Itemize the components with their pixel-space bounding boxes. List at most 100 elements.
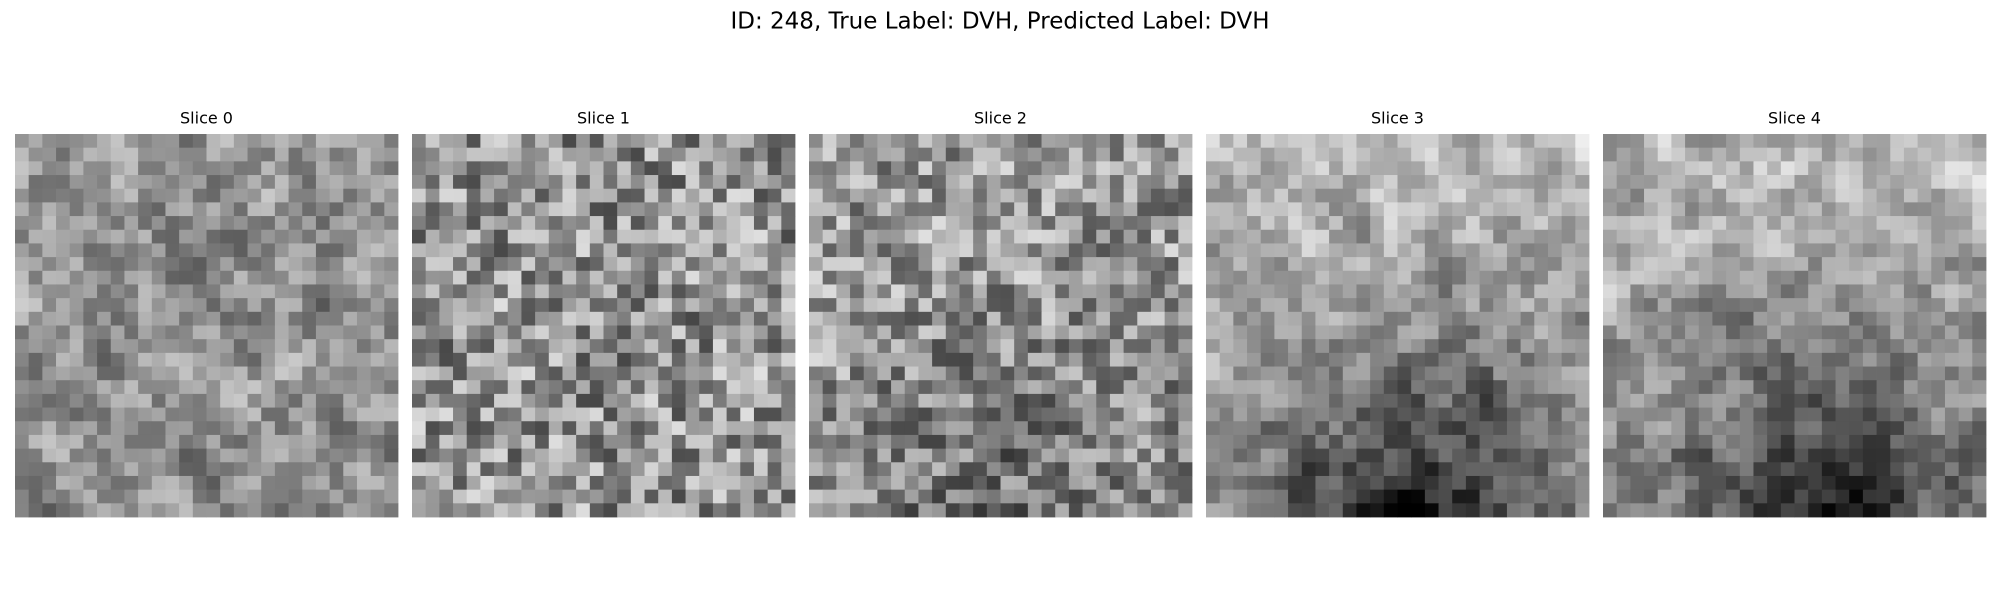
pixel [1944,339,1960,354]
pixel [1301,188,1316,203]
pixel [781,434,796,450]
pixel [1356,270,1371,285]
pixel [1342,284,1357,299]
pixel [630,380,645,395]
pixel [1383,202,1398,217]
pixel [83,489,98,504]
pixel [1383,229,1398,244]
pixel [384,311,399,326]
pixel [1931,475,1946,491]
pixel [1903,393,1919,408]
pixel [1274,421,1289,436]
pixel [1972,202,1987,217]
pixel [1027,270,1042,285]
pixel [726,503,741,518]
pixel [206,325,221,340]
pixel [494,134,509,149]
pixel [356,161,372,176]
pixel [1794,503,1809,518]
pixel [138,489,153,504]
pixel [945,147,960,162]
pixel [521,298,536,313]
pixel [1397,380,1412,395]
pixel [206,380,221,395]
pixel [124,147,139,162]
pixel [439,311,454,326]
pixel [986,161,1001,176]
pixel [1616,325,1631,340]
pixel [1424,284,1439,299]
pixel [1027,475,1042,491]
pixel [302,243,317,258]
pixel [1411,434,1426,450]
pixel [1876,229,1891,244]
pixel [932,284,947,299]
pixel [343,284,358,299]
pixel [1753,352,1768,367]
pixel [1780,475,1795,491]
pixel [165,325,180,340]
pixel [1547,216,1563,231]
pixel [891,257,906,272]
pixel [548,434,563,450]
pixel [42,352,57,367]
pixel [329,147,344,162]
pixel [1547,339,1563,354]
pixel [1972,188,1987,203]
pixel [1206,393,1221,408]
pixel [480,257,495,272]
pixel [1767,407,1782,422]
pixel [356,243,372,258]
pixel [781,257,796,272]
pixel [1821,339,1836,354]
pixel [97,202,112,217]
pixel [1753,407,1768,422]
pixel [15,243,30,258]
pixel [1644,434,1659,450]
pixel [1917,503,1932,518]
pixel [439,407,454,422]
pixel [370,229,385,244]
pixel [1862,216,1877,231]
pixel [206,229,221,244]
pixel [1137,270,1152,285]
pixel [261,229,276,244]
pixel [302,421,317,436]
pixel [466,216,481,231]
pixel [562,202,577,217]
pixel [480,352,495,367]
pixel [1958,298,1973,313]
pixel [425,339,440,354]
pixel [658,243,673,258]
pixel [1288,475,1303,491]
pixel [124,298,139,313]
pixel [1657,448,1672,463]
pixel [1547,421,1563,436]
pixel [1383,434,1398,450]
pixel [412,161,427,176]
pixel [343,325,358,340]
pixel [781,216,796,231]
pixel [945,284,960,299]
pixel [753,298,769,313]
pixel [233,421,248,436]
pixel [384,325,399,340]
pixel [589,134,604,149]
pixel [1944,448,1960,463]
pixel [1356,462,1371,477]
pixel [1411,421,1426,436]
pixel [1671,284,1686,299]
pixel [781,147,796,162]
pixel [1520,202,1535,217]
pixel [535,202,550,217]
pixel [1342,243,1357,258]
pixel [918,503,933,518]
pixel [179,270,194,285]
pixel [494,325,509,340]
pixel [439,325,454,340]
pixel [1068,216,1083,231]
pixel [97,393,112,408]
pixel [1329,462,1344,477]
pixel [233,475,248,491]
pixel [1520,284,1535,299]
